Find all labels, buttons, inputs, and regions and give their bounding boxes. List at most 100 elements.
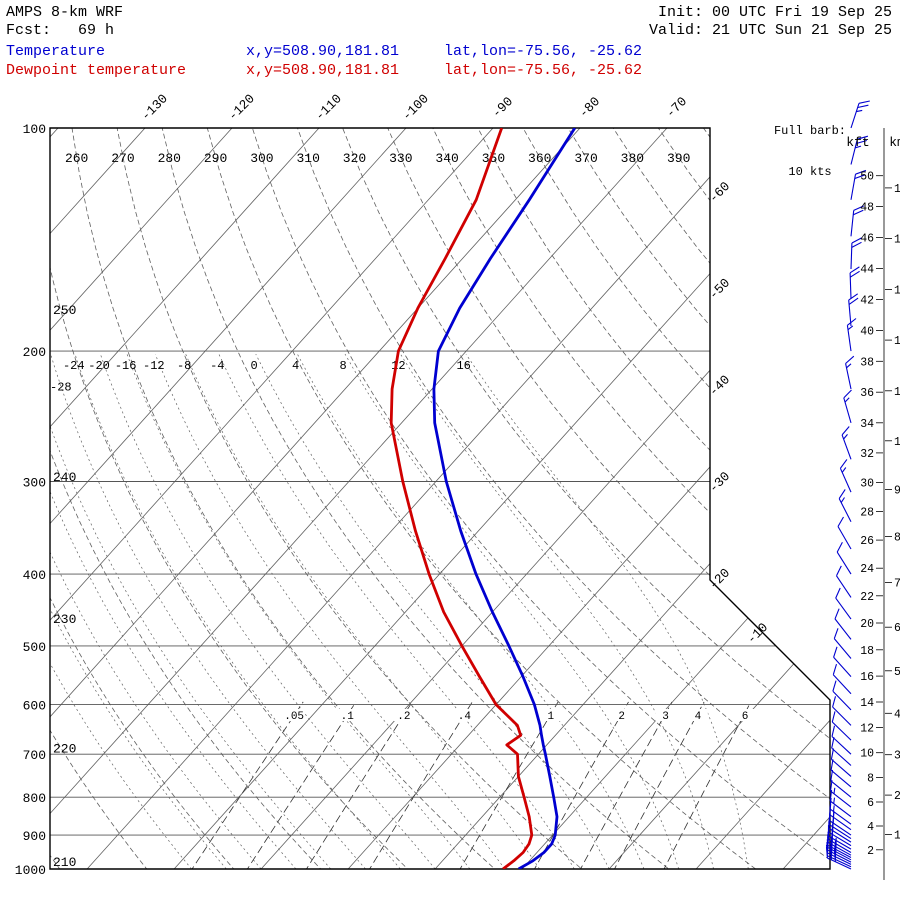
wind-barb — [832, 706, 852, 726]
dry-adiabat-line — [748, 128, 830, 869]
dry-adiabat-line — [161, 128, 688, 869]
svg-text:-4: -4 — [210, 359, 224, 373]
isotherm-line — [782, 128, 830, 869]
svg-text:8: 8 — [339, 359, 346, 373]
km-tick-label: 15 — [894, 183, 900, 196]
dry-adiabat-line — [252, 128, 830, 869]
svg-text:.05: .05 — [284, 711, 304, 723]
moist-adiabat-line — [154, 353, 505, 869]
moist-adiabat-line — [74, 353, 401, 869]
svg-text:-8: -8 — [177, 359, 191, 373]
wind-barb — [850, 103, 860, 129]
svg-text:900: 900 — [23, 829, 46, 844]
mixing-ratio-line — [526, 701, 629, 869]
wind-barb — [850, 242, 853, 270]
isotherm-line — [50, 128, 581, 869]
svg-text:260: 260 — [65, 151, 88, 166]
kft-tick-label: 50 — [860, 171, 874, 184]
svg-text:800: 800 — [23, 791, 46, 806]
svg-text:300: 300 — [250, 151, 273, 166]
svg-text:380: 380 — [621, 151, 644, 166]
km-tick-label: 9 — [894, 484, 900, 497]
moist-adiabat-line — [185, 353, 540, 869]
kft-tick-label: 40 — [860, 325, 874, 338]
svg-text:600: 600 — [23, 699, 46, 714]
kft-tick-label: 32 — [860, 448, 874, 461]
dry-adiabat-line — [206, 128, 776, 869]
svg-text:2: 2 — [618, 711, 625, 723]
svg-text:-90: -90 — [489, 94, 516, 121]
legend-temperature-xy: x,y=508.90,181.81 — [246, 43, 400, 60]
moist-adiabat-line — [50, 354, 297, 869]
wind-barb — [832, 690, 852, 711]
barb-legend-line2: 10 kts — [788, 164, 832, 179]
svg-text:-16: -16 — [115, 359, 137, 373]
model-title: AMPS 8-km WRF — [6, 4, 124, 21]
kft-tick-label: 2 — [867, 845, 874, 858]
wind-barb — [831, 721, 852, 741]
svg-text:700: 700 — [23, 748, 46, 763]
svg-text:-24: -24 — [63, 359, 85, 373]
km-tick-label: 14 — [894, 234, 900, 247]
kft-tick-label: 42 — [860, 294, 874, 307]
svg-text:-28: -28 — [50, 380, 72, 394]
dry-adiabat-line — [50, 128, 423, 869]
moist-adiabat-line — [126, 353, 471, 869]
wind-barb — [830, 769, 852, 788]
wind-barb — [830, 780, 852, 798]
wind-barb — [836, 551, 852, 575]
moist-adiabat-line — [297, 353, 645, 869]
kft-tick-label: 26 — [860, 535, 874, 548]
svg-text:-80: -80 — [576, 94, 603, 121]
kft-tick-label: 6 — [867, 797, 874, 810]
wind-barb — [831, 758, 852, 777]
km-tick-label: 12 — [894, 335, 900, 348]
wind-barb — [848, 300, 852, 327]
height-axis: kftkm50484644424038363432302826242220181… — [846, 128, 900, 880]
kft-tick-label: 8 — [867, 773, 874, 786]
isotherm-line — [50, 128, 233, 869]
svg-text:16: 16 — [456, 359, 470, 373]
km-tick-label: 2 — [894, 790, 900, 803]
moist-adiabat-line — [344, 353, 680, 869]
kft-tick-label: 14 — [860, 697, 874, 710]
isotherm-line — [521, 128, 830, 869]
svg-text:340: 340 — [435, 151, 458, 166]
svg-text:220: 220 — [53, 742, 76, 757]
isotherm-line — [50, 128, 668, 869]
kft-tick-label: 30 — [860, 478, 874, 491]
moist-adiabat-line — [100, 353, 436, 869]
svg-text:.1: .1 — [341, 711, 355, 723]
wind-barb — [834, 618, 852, 640]
barb-legend: Full barb: 10 kts — [770, 97, 850, 194]
dry-adiabat-line — [342, 128, 830, 869]
svg-text:200: 200 — [23, 345, 46, 360]
kft-tick-label: 20 — [860, 618, 874, 631]
moist-adiabat-line — [50, 354, 262, 869]
svg-text:290: 290 — [204, 151, 227, 166]
wind-barb — [833, 656, 852, 677]
wind-barb — [850, 174, 857, 200]
isotherm-line — [173, 128, 830, 869]
isotherm-line — [50, 128, 407, 869]
init-time: Init: 00 UTC Fri 19 Sep 25 — [657, 4, 892, 21]
svg-text:4: 4 — [695, 711, 702, 723]
svg-text:1: 1 — [547, 711, 554, 723]
isotherm-line — [50, 128, 494, 869]
svg-text:270: 270 — [111, 151, 134, 166]
mixing-ratio-line — [656, 701, 752, 869]
mixing-ratio-line — [237, 701, 357, 869]
svg-text:6: 6 — [742, 711, 749, 723]
mixing-ratio-line — [606, 701, 705, 869]
svg-text:320: 320 — [343, 151, 366, 166]
svg-text:500: 500 — [23, 640, 46, 655]
svg-text:300: 300 — [23, 476, 46, 491]
svg-text:4: 4 — [292, 359, 299, 373]
pressure-lines — [50, 127, 830, 870]
moist-adiabat-line — [50, 353, 366, 869]
valid-time: Valid: 21 UTC Sun 21 Sep 25 — [648, 22, 892, 39]
kft-tick-label: 22 — [860, 591, 874, 604]
km-tick-label: 6 — [894, 622, 900, 635]
wind-barb — [833, 638, 852, 659]
kft-tick-label: 44 — [860, 264, 874, 277]
